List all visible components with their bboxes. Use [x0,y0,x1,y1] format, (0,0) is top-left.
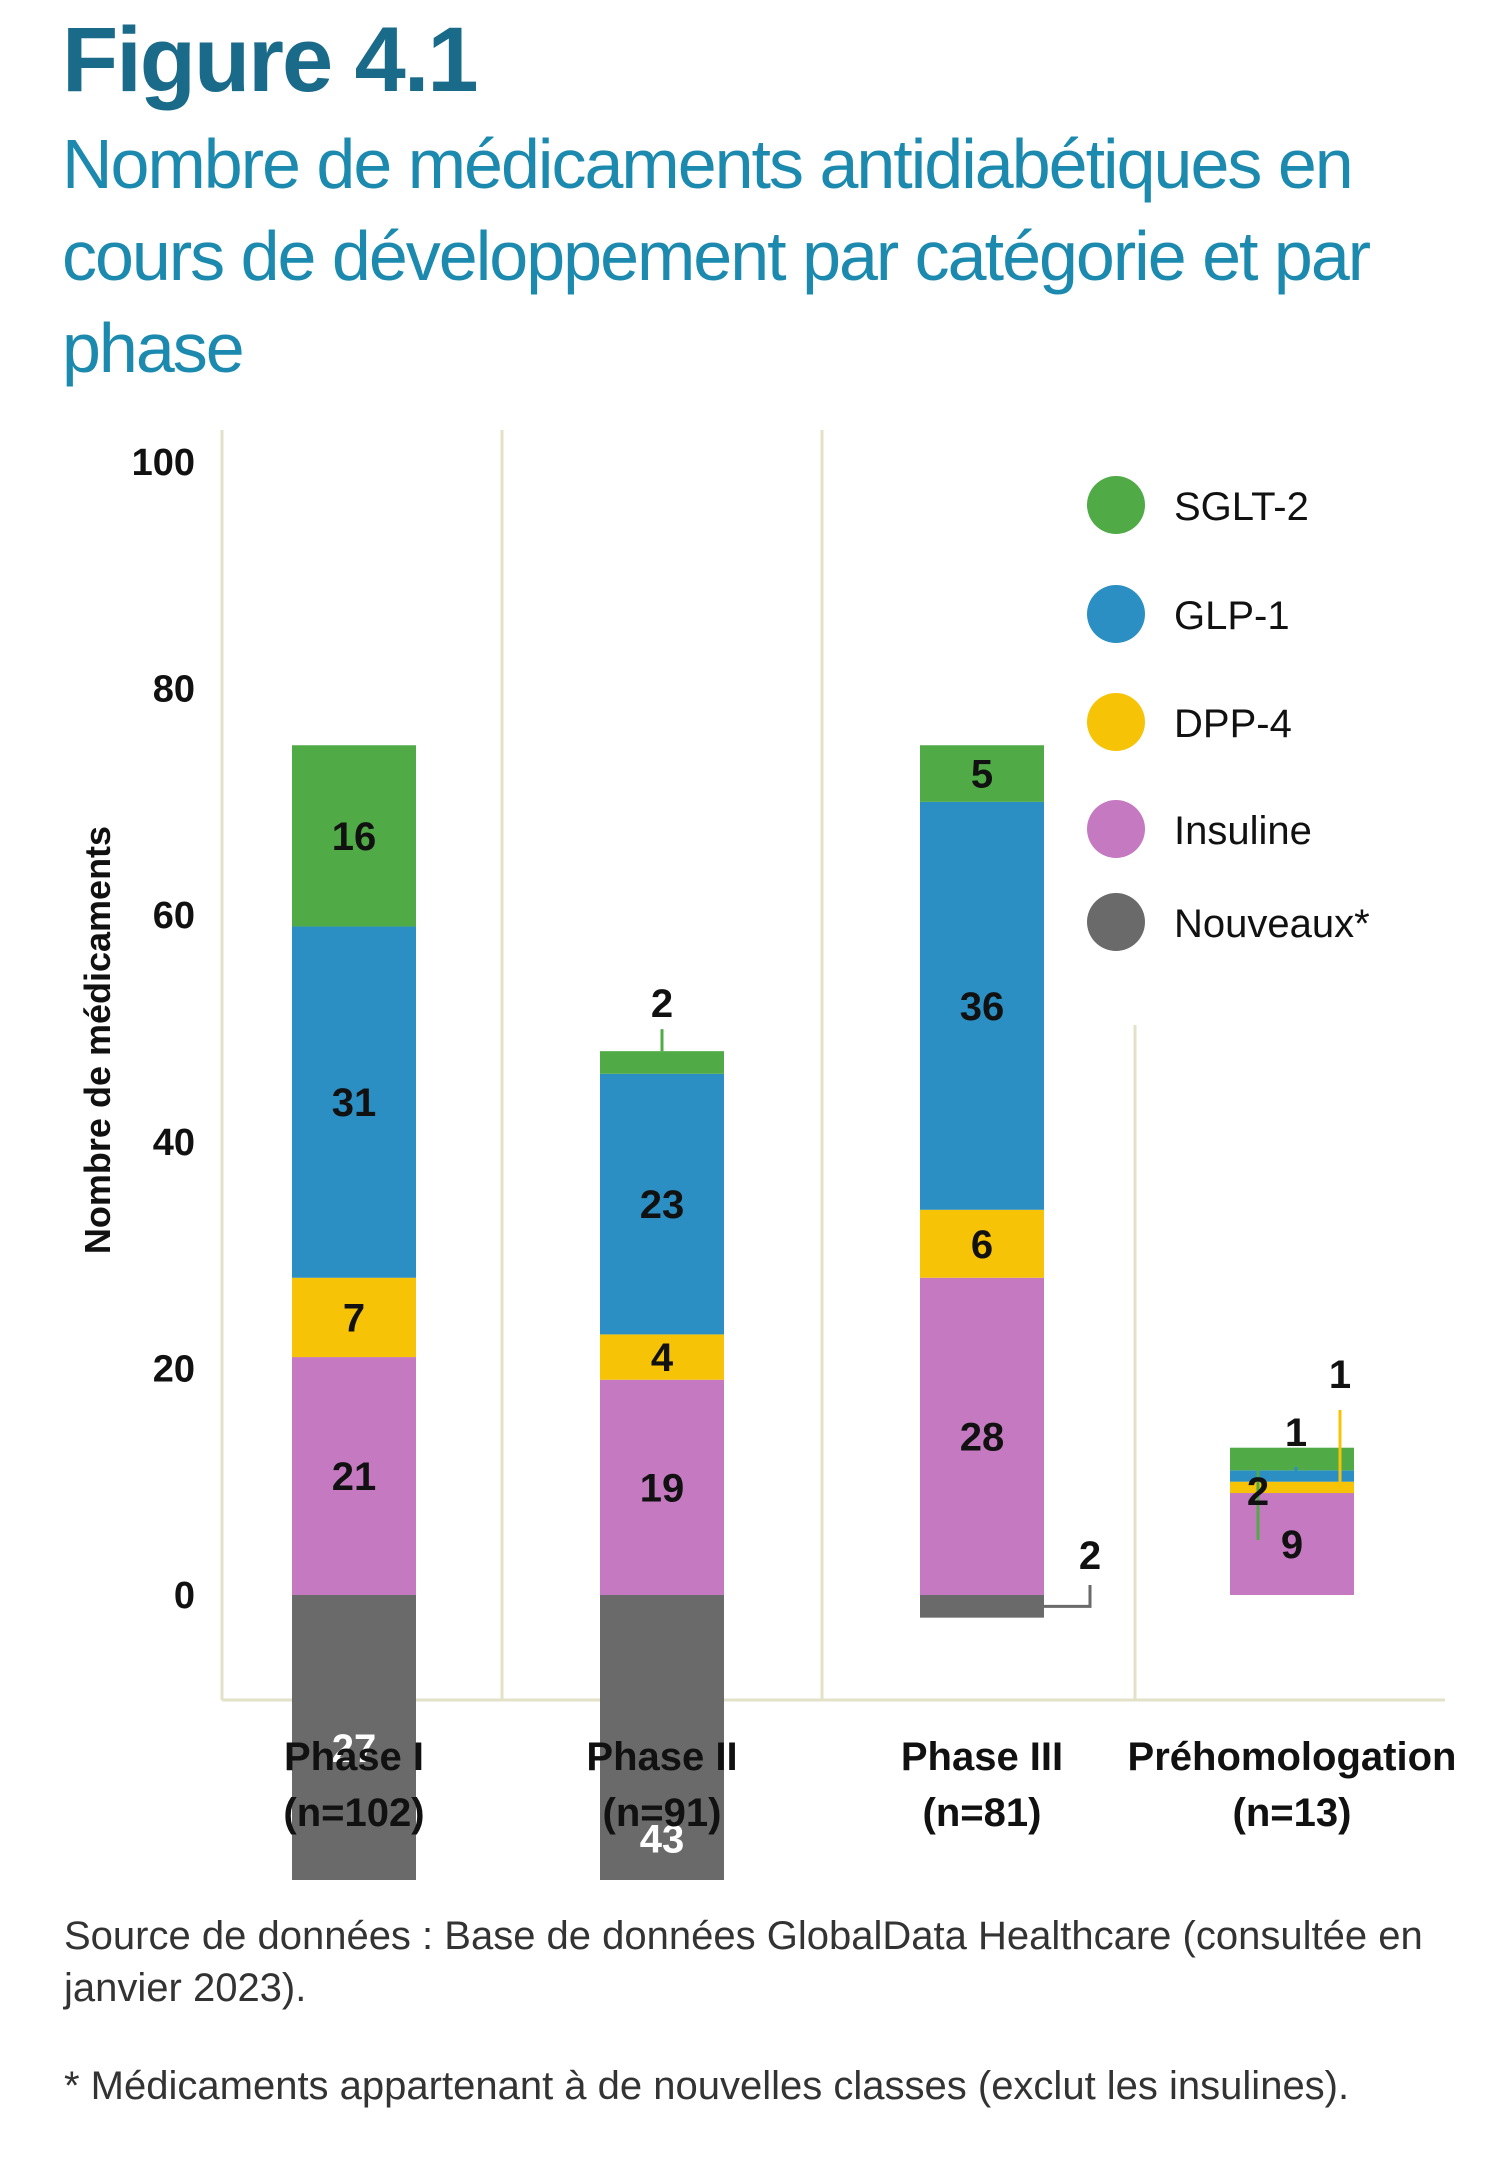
y-axis-ticks: 0 20 40 60 80 100 [132,442,195,1617]
data-label: 9 [1281,1523,1303,1567]
bar-segment-glp-1 [292,926,416,1278]
legend-label: Insuline [1174,809,1312,853]
data-label: 7 [343,1296,365,1340]
data-label: 21 [332,1455,377,1499]
legend-swatch [1087,585,1145,643]
data-label: 31 [332,1081,377,1125]
legend: SGLT-2 GLP-1 DPP-4 Insuline Nouveaux* [1087,476,1370,951]
data-label: 4 [651,1336,674,1380]
data-label: 1 [1329,1353,1351,1397]
legend-label: DPP-4 [1174,702,1292,746]
bar-segment-dpp-4 [292,1277,416,1358]
legend-swatch [1087,476,1145,534]
data-label: 1 [1285,1411,1307,1455]
bar-segment-nouveaux [920,1595,1044,1618]
bar-segment-sglt-2 [600,1051,724,1074]
bar-segment-insuline [292,1357,416,1595]
data-label: 28 [960,1415,1005,1459]
x-tick-label: Phase I [284,1735,424,1779]
data-source-note: Source de données : Base de données Glob… [64,1914,1423,2010]
data-label: 36 [960,985,1005,1029]
legend-swatch [1087,893,1145,951]
bar-segment-nouveaux [600,1595,724,1880]
y-tick-label: 40 [153,1122,195,1164]
footnote: * Médicaments appartenant à de nouvelles… [64,2064,1350,2108]
y-tick-label: 60 [153,895,195,937]
x-tick-count: (n=102) [283,1791,424,1835]
bar-segment-dpp-4 [600,1334,724,1380]
bar-segment-sglt-2 [1230,1447,1354,1471]
bar-segment-insuline [1230,1493,1354,1595]
data-label: 2 [1247,1470,1269,1514]
x-tick-label: Préhomologation [1128,1735,1457,1779]
bar-segment-dpp-4 [1230,1481,1354,1494]
figure-label: Figure 4.1 [62,9,479,111]
bar-segment-glp-1 [920,801,1044,1210]
y-tick-label: 80 [153,669,195,711]
chart-frame [220,430,1445,1702]
data-label: 43 [640,1818,685,1862]
data-label: 5 [971,753,993,797]
chart-title: Nombre de médicaments antidiabétiques en… [62,125,1371,387]
data-label: 16 [332,815,377,859]
x-tick-count: (n=81) [923,1791,1042,1835]
bar-segment-insuline [920,1277,1044,1595]
bar-segment-dpp-4 [920,1209,1044,1278]
data-label: 19 [640,1466,685,1510]
legend-label: GLP-1 [1174,594,1290,638]
data-label: 6 [971,1223,993,1267]
y-tick-label: 0 [174,1575,195,1617]
data-label: 27 [332,1727,377,1771]
bar-segment-nouveaux [292,1595,416,1880]
data-label: 23 [640,1183,685,1227]
bar-segment-insuline [600,1379,724,1595]
legend-label: Nouveaux* [1174,902,1370,946]
legend-swatch [1087,693,1145,751]
legend-label: SGLT-2 [1174,485,1309,529]
data-label: 2 [651,982,673,1026]
leader-line [1044,1585,1092,1608]
y-axis-title: Nombre de médicaments [77,826,118,1254]
y-tick-label: 100 [132,442,195,484]
x-tick-count: (n=13) [1233,1791,1352,1835]
y-tick-label: 20 [153,1348,195,1390]
bar-segment-glp-1 [1230,1470,1354,1482]
bar-segment-sglt-2 [292,745,416,927]
x-axis-labels: Phase I (n=102) Phase II (n=91) Phase III (n=… [283,1735,1456,1835]
x-tick-count: (n=91) [603,1791,722,1835]
x-tick-label: Phase III [901,1735,1063,1779]
legend-swatch [1087,800,1145,858]
data-label: 2 [1079,1534,1101,1578]
bar-segment-glp-1 [600,1073,724,1335]
x-tick-label: Phase II [586,1735,737,1779]
bar-segment-sglt-2 [920,745,1044,802]
